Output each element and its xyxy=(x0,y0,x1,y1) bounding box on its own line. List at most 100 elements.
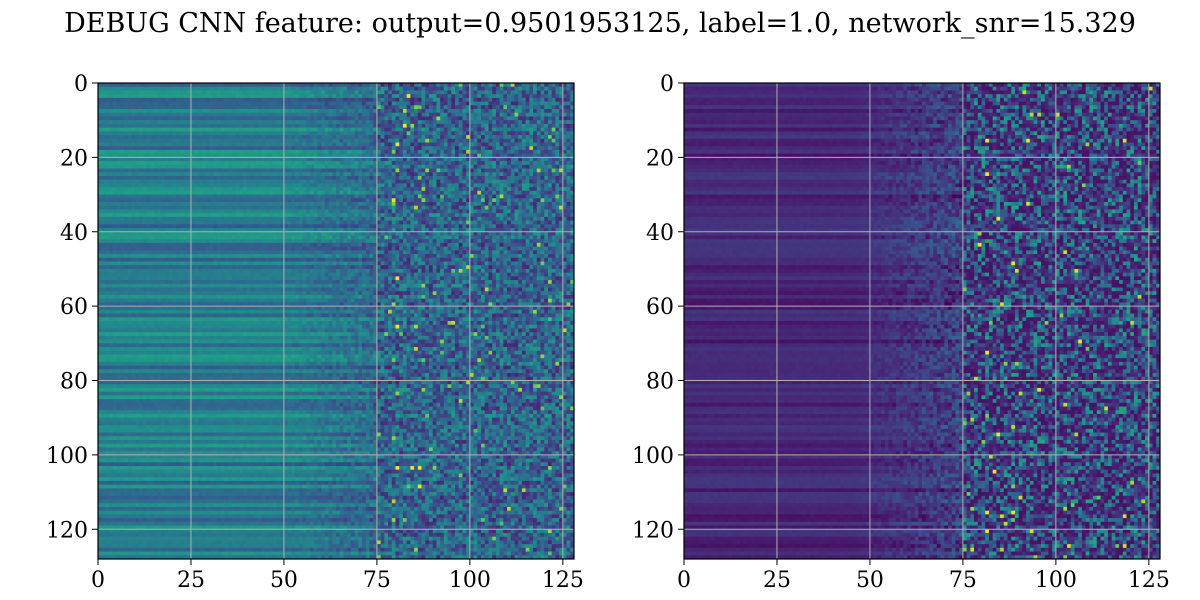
heatmap-cell xyxy=(376,83,381,88)
heatmap-cell xyxy=(131,164,136,169)
heatmap-cell xyxy=(135,179,140,184)
heatmap-cell xyxy=(220,202,225,207)
heatmap-cell xyxy=(239,116,244,121)
heatmap-cell xyxy=(321,135,326,140)
heatmap-cell xyxy=(462,202,467,207)
heatmap-cell xyxy=(391,135,396,140)
heatmap-cell xyxy=(503,187,508,192)
heatmap-cell xyxy=(384,101,389,106)
heatmap-cell xyxy=(276,220,281,225)
heatmap-cell xyxy=(451,190,456,195)
heatmap-cell xyxy=(231,127,236,132)
heatmap-cell xyxy=(358,168,363,173)
heatmap-cell xyxy=(547,90,553,95)
heatmap-cell xyxy=(562,90,567,95)
heatmap-cell xyxy=(157,142,162,147)
heatmap-cell xyxy=(347,109,352,114)
heatmap-cell xyxy=(224,94,229,99)
heatmap-cell xyxy=(414,131,419,136)
heatmap-cell xyxy=(250,198,255,203)
heatmap-cell xyxy=(458,194,463,199)
heatmap-cell xyxy=(451,101,456,106)
heatmap-cell xyxy=(362,142,367,147)
heatmap-cell xyxy=(150,202,155,207)
heatmap-cell xyxy=(391,112,396,117)
heatmap-cell xyxy=(291,153,296,158)
heatmap-cell xyxy=(246,123,251,128)
heatmap-cell xyxy=(205,175,210,181)
heatmap-cell xyxy=(562,164,567,169)
heatmap-cell xyxy=(194,105,199,110)
heatmap-cell xyxy=(455,127,460,132)
heatmap-cell xyxy=(261,164,266,169)
heatmap-cell xyxy=(298,90,303,95)
heatmap-cell xyxy=(492,97,497,102)
heatmap-cell xyxy=(250,157,255,162)
heatmap-cell xyxy=(313,202,318,207)
heatmap-cell xyxy=(391,127,396,132)
heatmap-cell xyxy=(105,153,110,158)
heatmap-cell xyxy=(436,131,441,136)
heatmap-cell xyxy=(365,146,370,151)
heatmap-cell xyxy=(391,187,396,192)
heatmap-cell xyxy=(566,202,571,207)
heatmap-cell xyxy=(280,194,285,199)
heatmap-cell xyxy=(343,202,348,207)
heatmap-cell xyxy=(261,168,266,173)
heatmap-cell xyxy=(551,86,556,91)
heatmap-cell xyxy=(518,175,523,181)
heatmap-cell xyxy=(250,105,255,110)
heatmap-cell xyxy=(507,183,512,188)
heatmap-cell xyxy=(168,175,173,181)
heatmap-cell xyxy=(295,175,300,181)
heatmap-cell xyxy=(499,138,504,143)
heatmap-cell xyxy=(447,220,452,225)
heatmap-cell xyxy=(209,94,214,99)
heatmap-cell xyxy=(547,149,553,155)
heatmap-cell xyxy=(384,109,389,114)
heatmap-cell xyxy=(146,224,151,229)
heatmap-cell xyxy=(410,86,415,91)
heatmap-cell xyxy=(202,123,207,128)
heatmap-cell xyxy=(157,149,162,155)
heatmap-cell xyxy=(172,183,177,188)
heatmap-cell xyxy=(153,213,158,218)
heatmap-cell xyxy=(179,94,184,99)
heatmap-cell xyxy=(507,168,512,173)
heatmap-cell xyxy=(365,187,370,192)
heatmap-cell xyxy=(135,127,140,132)
heatmap-cell xyxy=(458,142,463,147)
heatmap-cell xyxy=(261,120,266,125)
heatmap-cell xyxy=(298,157,303,162)
heatmap-cell xyxy=(425,138,430,143)
heatmap-cell xyxy=(380,149,385,155)
heatmap-cell xyxy=(157,202,162,207)
heatmap-cell xyxy=(317,105,322,110)
heatmap-cell xyxy=(295,183,300,188)
heatmap-cell xyxy=(183,146,188,151)
heatmap-cell xyxy=(473,86,478,91)
heatmap-cell xyxy=(98,120,103,125)
heatmap-cell xyxy=(265,109,270,114)
heatmap-cell xyxy=(477,205,482,210)
heatmap-cell xyxy=(332,161,337,166)
heatmap-cell xyxy=(98,164,103,169)
heatmap-cell xyxy=(365,175,370,181)
heatmap-cell xyxy=(112,90,117,95)
heatmap-cell xyxy=(373,209,378,214)
heatmap-cell xyxy=(138,157,143,162)
heatmap-cell xyxy=(105,112,110,117)
heatmap-cell xyxy=(98,83,103,88)
heatmap-cell xyxy=(492,187,497,192)
heatmap-cell xyxy=(369,123,374,128)
heatmap-cell xyxy=(324,127,329,132)
heatmap-cell xyxy=(138,90,143,95)
heatmap-cell xyxy=(428,101,434,106)
heatmap-cell xyxy=(492,205,497,210)
heatmap-cell xyxy=(313,161,318,166)
heatmap-cell xyxy=(395,142,400,147)
heatmap-cell xyxy=(179,205,184,210)
heatmap-cell xyxy=(202,105,207,110)
heatmap-cell xyxy=(365,86,370,91)
